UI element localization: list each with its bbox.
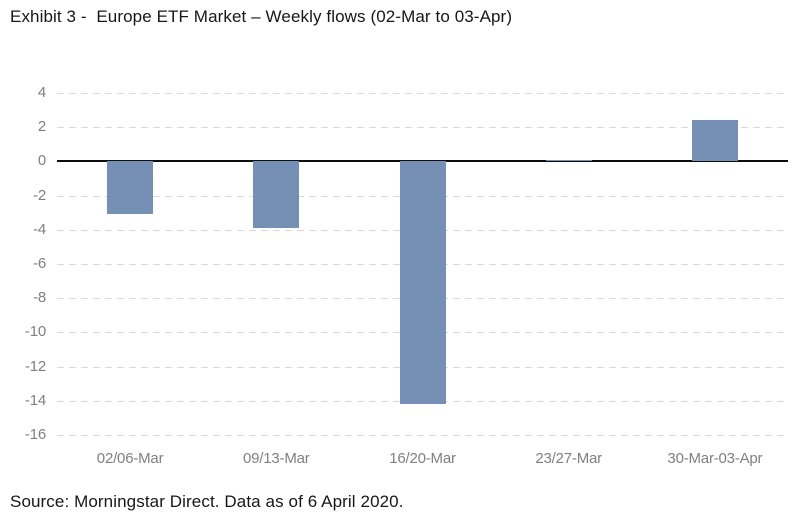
x-axis-tick-label: 30-Mar-03-Apr	[667, 450, 763, 467]
bar	[399, 161, 446, 405]
y-axis-tick-label: -2	[33, 186, 46, 204]
y-axis-tick-label: -4	[33, 220, 46, 238]
x-axis-tick-label: 02/06-Mar	[96, 450, 164, 467]
source-note: Source: Morningstar Direct. Data as of 6…	[10, 492, 404, 511]
y-axis-tick-label: 0	[37, 152, 46, 170]
bar	[545, 159, 592, 162]
y-axis-tick-label: -16	[24, 426, 46, 443]
bar	[253, 161, 300, 229]
x-axis-tick-label: 09/13-Mar	[243, 450, 310, 467]
y-axis-tick-label: -6	[33, 255, 46, 272]
bar	[107, 161, 154, 215]
x-axis-tick-label: 16/20-Mar	[389, 450, 456, 467]
y-axis-tick-label: -14	[24, 391, 46, 409]
y-axis-tick-label: -8	[33, 289, 46, 307]
gridline	[57, 127, 788, 129]
chart-title: Exhibit 3 - Europe ETF Market – Weekly f…	[10, 7, 513, 26]
y-axis-tick-label: 2	[37, 118, 46, 136]
gridline	[57, 93, 788, 94]
bar	[691, 120, 738, 162]
y-axis-tick-label: 4	[37, 84, 46, 101]
x-axis-tick-label: 23/27-Mar	[535, 450, 602, 467]
y-axis-tick-label: -12	[24, 357, 46, 375]
gridline	[57, 435, 788, 436]
y-axis-tick-label: -10	[24, 323, 46, 341]
